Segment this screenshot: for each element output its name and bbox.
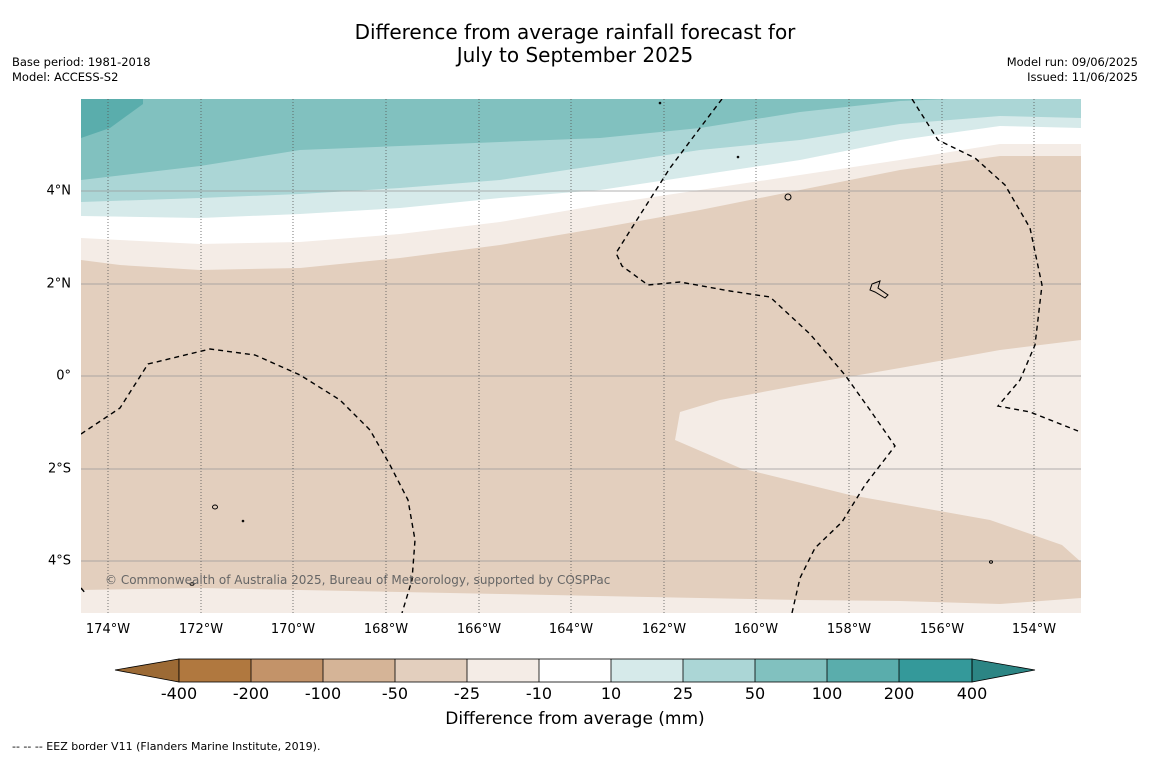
- lon-label: 158°W: [826, 622, 872, 637]
- lon-label: 172°W: [178, 622, 224, 637]
- meta-right: Model run: 09/06/2025 Issued: 11/06/2025: [1007, 55, 1138, 85]
- colorbar-cell: [683, 659, 755, 682]
- lon-label: 162°W: [641, 622, 687, 637]
- colorbar-cell: [251, 659, 323, 682]
- island-small-6: [736, 155, 740, 159]
- lat-label: 2°N: [46, 276, 72, 292]
- colorbar-tick-label: -400: [160, 684, 198, 703]
- colorbar-tick-label: -50: [381, 684, 409, 703]
- colorbar-cell: [539, 659, 611, 682]
- chart-title-line1: Difference from average rainfall forecas…: [354, 20, 796, 44]
- band-minus25-south: [81, 588, 1081, 613]
- lon-label: 156°W: [919, 622, 965, 637]
- colorbar-tick-label: 25: [672, 684, 694, 703]
- colorbar-cell: [395, 659, 467, 682]
- band-minus25-east: [675, 340, 1081, 562]
- issued-text: Issued: 11/06/2025: [1027, 70, 1138, 84]
- colorbar-cell: [611, 659, 683, 682]
- colorbar-tick-label: 50: [744, 684, 766, 703]
- lat-label: 0°: [56, 368, 71, 384]
- lon-label: 154°W: [1011, 622, 1057, 637]
- lat-label: 4°S: [47, 553, 71, 569]
- colorbar-dividers: [250, 659, 900, 682]
- lon-label: 160°W: [733, 622, 779, 637]
- eez-border-west: [81, 348, 416, 613]
- island-small-5: [658, 101, 662, 105]
- model-run-text: Model run: 09/06/2025: [1006, 55, 1138, 69]
- island-small-4: [189, 582, 195, 586]
- band-50: [81, 99, 950, 180]
- colorbar-cell: [323, 659, 395, 682]
- colorbar-cell: [899, 659, 972, 682]
- colorbar-tick-label: -100: [304, 684, 342, 703]
- colorbar-cell: [467, 659, 539, 682]
- lon-label: 166°W: [456, 622, 502, 637]
- eez-footnote: -- -- -- EEZ border V11 (Flanders Marine…: [12, 740, 321, 753]
- lon-label: 174°W: [85, 622, 131, 637]
- map-fill: [81, 99, 1081, 613]
- colorbar-title: Difference from average (mm): [445, 709, 705, 729]
- island-small-3: [989, 560, 993, 564]
- colorbar: [114, 658, 1036, 683]
- chart-title-line2: July to September 2025: [456, 43, 694, 67]
- colorbar-tick-label: -10: [525, 684, 553, 703]
- colorbar-cell: [827, 659, 899, 682]
- colorbar-tick-label: 400: [956, 684, 988, 703]
- colorbar-tick-label: -25: [453, 684, 481, 703]
- band-100: [81, 99, 143, 138]
- model-text: Model: ACCESS-S2: [12, 70, 119, 84]
- eez-border-east: [911, 99, 1079, 432]
- latitude-lines: [81, 190, 1081, 562]
- colorbar-extend-high: [971, 658, 1036, 683]
- island-small-2: [241, 519, 245, 523]
- colorbar-extend-low: [114, 658, 180, 683]
- lon-label: 170°W: [270, 622, 316, 637]
- colorbar-tick-label: 200: [883, 684, 915, 703]
- meta-left: Base period: 1981-2018 Model: ACCESS-S2: [12, 55, 151, 85]
- island-atoll: [869, 280, 889, 299]
- base-period-text: Base period: 1981-2018: [12, 55, 151, 69]
- colorbar-tick-label: 10: [600, 684, 622, 703]
- colorbar-cell: [179, 659, 251, 682]
- lat-label: 2°S: [47, 461, 71, 477]
- copyright-text: © Commonwealth of Australia 2025, Bureau…: [105, 573, 611, 587]
- colorbar-cell: [755, 659, 827, 682]
- lat-label: 4°N: [46, 183, 72, 199]
- island-small-1: [212, 504, 218, 510]
- lon-label: 168°W: [363, 622, 409, 637]
- colorbar-outline: [178, 658, 973, 683]
- eez-borders: [81, 99, 1079, 613]
- colorbar-tick-label: 100: [811, 684, 843, 703]
- islands: [189, 101, 993, 586]
- eez-border-fragment: [81, 587, 87, 595]
- island-north: [784, 193, 792, 201]
- lon-label: 164°W: [548, 622, 594, 637]
- colorbar-tick-label: -200: [232, 684, 270, 703]
